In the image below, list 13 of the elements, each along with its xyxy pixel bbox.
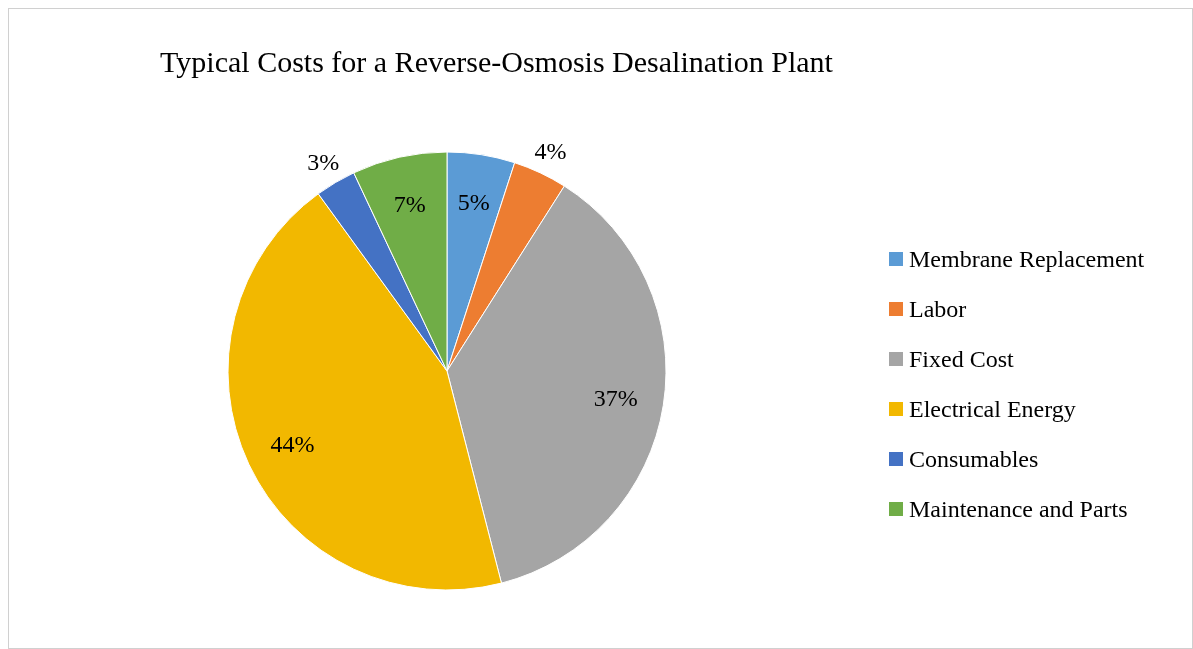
- chart-title: Typical Costs for a Reverse-Osmosis Desalination Plant: [159, 45, 834, 79]
- legend-label: Maintenance and Parts: [909, 495, 1128, 523]
- legend-label: Labor: [909, 295, 967, 323]
- data-label: 7%: [393, 191, 426, 218]
- data-label: 37%: [593, 384, 638, 411]
- legend-label: Membrane Replacement: [909, 245, 1145, 273]
- legend-label: Consumables: [909, 445, 1039, 473]
- data-label: 5%: [457, 189, 490, 216]
- data-label: 4%: [534, 138, 567, 165]
- data-label: 3%: [307, 148, 340, 175]
- legend-label: Electrical Energy: [909, 395, 1076, 423]
- data-label: 44%: [270, 430, 315, 457]
- legend-label: Fixed Cost: [909, 345, 1014, 373]
